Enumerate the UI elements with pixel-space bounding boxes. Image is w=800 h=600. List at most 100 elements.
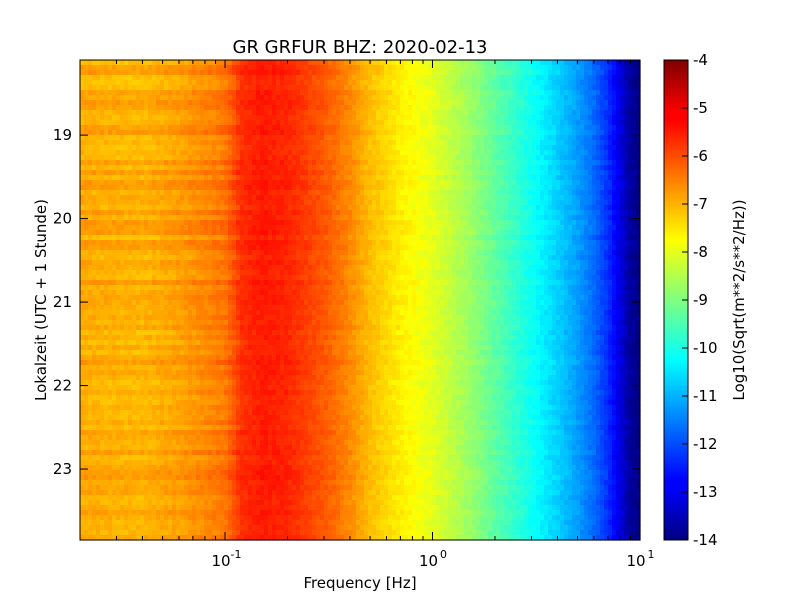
heatmap-cell: [180, 205, 185, 211]
heatmap-cell: [572, 215, 577, 221]
heatmap-cell: [516, 100, 521, 106]
heatmap-cell: [200, 95, 205, 101]
heatmap-cell: [392, 105, 397, 111]
heatmap-cell: [504, 145, 509, 151]
heatmap-cell: [464, 90, 469, 96]
heatmap-cell: [368, 65, 373, 71]
heatmap-cell: [228, 60, 233, 66]
heatmap-cell: [372, 155, 377, 161]
heatmap-cell: [628, 180, 633, 186]
heatmap-cell: [376, 210, 381, 216]
heatmap-cell: [136, 200, 141, 206]
heatmap-cell: [548, 190, 553, 196]
heatmap-cell: [440, 210, 445, 216]
heatmap-cell: [244, 110, 249, 116]
heatmap-cell: [276, 165, 281, 171]
heatmap-cell: [200, 110, 205, 116]
heatmap-cell: [636, 185, 641, 191]
heatmap-cell: [516, 155, 521, 161]
heatmap-cell: [212, 95, 217, 101]
heatmap-cell: [592, 110, 597, 116]
heatmap-cell: [476, 190, 481, 196]
heatmap-cell: [136, 190, 141, 196]
heatmap-cell: [340, 80, 345, 86]
heatmap-cell: [312, 190, 317, 196]
heatmap-cell: [412, 210, 417, 216]
heatmap-cell: [552, 85, 557, 91]
heatmap-cell: [432, 120, 437, 126]
heatmap-cell: [556, 220, 561, 226]
heatmap-cell: [520, 145, 525, 151]
heatmap-cell: [356, 195, 361, 201]
heatmap-cell: [324, 190, 329, 196]
heatmap-cell: [488, 220, 493, 226]
heatmap-cell: [404, 215, 409, 221]
heatmap-cell: [624, 220, 629, 226]
heatmap-cell: [252, 105, 257, 111]
heatmap-cell: [324, 185, 329, 191]
heatmap-cell: [84, 120, 89, 126]
heatmap-cell: [92, 155, 97, 161]
heatmap-cell: [544, 210, 549, 216]
heatmap-cell: [440, 90, 445, 96]
heatmap-cell: [220, 75, 225, 81]
heatmap-cell: [408, 115, 413, 121]
heatmap-cell: [276, 90, 281, 96]
heatmap-cell: [588, 130, 593, 136]
heatmap-cell: [104, 105, 109, 111]
heatmap-cell: [196, 115, 201, 121]
heatmap-cell: [428, 195, 433, 201]
heatmap-cell: [456, 60, 461, 66]
heatmap-cell: [404, 145, 409, 151]
heatmap-cell: [392, 70, 397, 76]
heatmap-cell: [364, 125, 369, 131]
heatmap-cell: [544, 120, 549, 126]
heatmap-cell: [512, 160, 517, 166]
heatmap-cell: [520, 225, 525, 231]
heatmap-cell: [200, 90, 205, 96]
heatmap-cell: [96, 230, 101, 236]
heatmap-cell: [408, 180, 413, 186]
heatmap-cell: [336, 95, 341, 101]
heatmap-cell: [432, 115, 437, 121]
heatmap-cell: [160, 65, 165, 71]
heatmap-cell: [220, 70, 225, 76]
heatmap-cell: [80, 220, 85, 226]
heatmap-cell: [580, 70, 585, 76]
heatmap-cell: [580, 220, 585, 226]
heatmap-cell: [632, 150, 637, 156]
heatmap-cell: [604, 230, 609, 236]
heatmap-cell: [204, 190, 209, 196]
heatmap-cell: [204, 60, 209, 66]
heatmap-cell: [352, 155, 357, 161]
heatmap-cell: [300, 215, 305, 221]
heatmap-cell: [168, 155, 173, 161]
heatmap-cell: [164, 115, 169, 121]
heatmap-cell: [92, 105, 97, 111]
heatmap-cell: [600, 145, 605, 151]
heatmap-cell: [508, 185, 513, 191]
heatmap-cell: [376, 70, 381, 76]
heatmap-cell: [96, 215, 101, 221]
heatmap-cell: [188, 150, 193, 156]
heatmap-cell: [328, 100, 333, 106]
heatmap-cell: [196, 175, 201, 181]
heatmap-cell: [524, 165, 529, 171]
heatmap-cell: [224, 195, 229, 201]
heatmap-cell: [588, 230, 593, 236]
heatmap-cell: [236, 160, 241, 166]
heatmap-cell: [308, 165, 313, 171]
heatmap-cell: [636, 155, 641, 161]
heatmap-cell: [348, 145, 353, 151]
heatmap-cell: [136, 70, 141, 76]
heatmap-cell: [280, 230, 285, 236]
heatmap-cell: [564, 60, 569, 66]
heatmap-cell: [320, 110, 325, 116]
heatmap-cell: [460, 195, 465, 201]
heatmap-cell: [504, 205, 509, 211]
heatmap-cell: [188, 170, 193, 176]
heatmap-cell: [208, 205, 213, 211]
heatmap-cell: [448, 100, 453, 106]
heatmap-cell: [520, 125, 525, 131]
heatmap-cell: [536, 105, 541, 111]
